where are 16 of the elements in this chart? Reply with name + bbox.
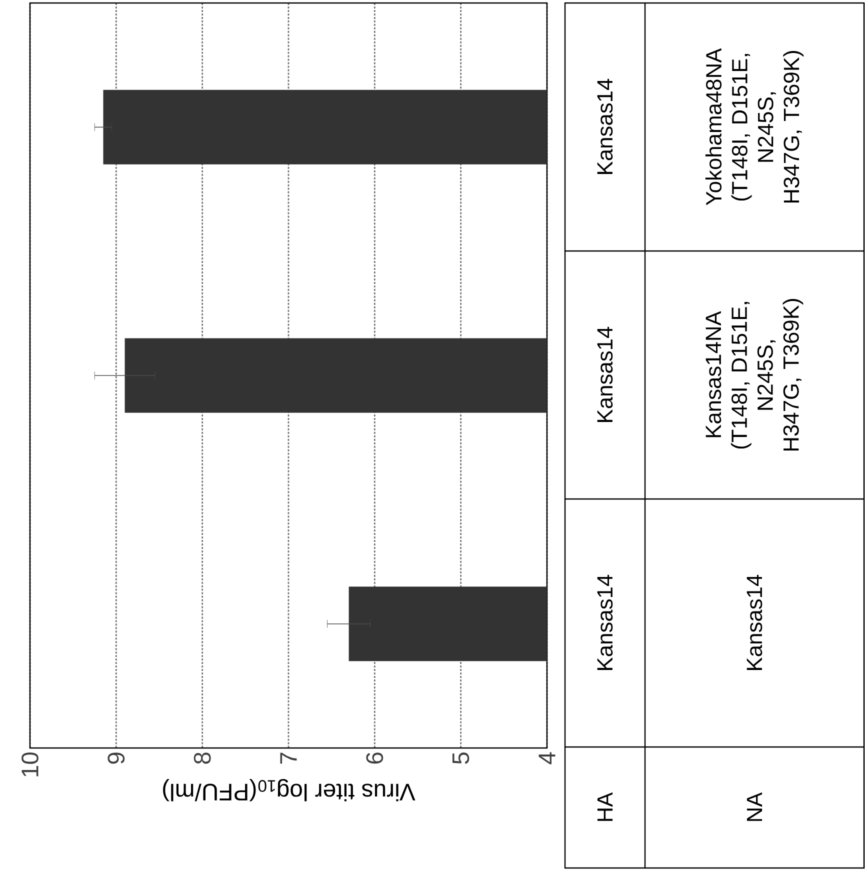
text: NA <box>746 792 762 821</box>
x-tick-label: 8 <box>194 752 211 764</box>
text: Kansas14 <box>597 326 613 422</box>
text: Kansas14 <box>597 574 613 670</box>
x-tick-label: 5 <box>452 752 470 764</box>
x-tick-label: 9 <box>108 752 125 764</box>
x-tick-label: 7 <box>280 752 297 764</box>
x-axis-title: Virus titer log$_{10}$(PFU/ml) <box>163 778 416 802</box>
text: Kansas14 <box>746 574 762 670</box>
text: Kansas14NA (T148I, D151E, N245S, H347G, T369K) <box>706 299 804 451</box>
x-tick-label: 6 <box>366 752 384 764</box>
text: Kansas14 <box>597 78 613 174</box>
text: Yokohama48NA (T148I, D151E, N245S, H347G, T369K) <box>705 48 804 206</box>
x-tick-label: 10 <box>22 752 38 776</box>
text: HA <box>597 792 613 821</box>
x-tick-label: 4 <box>538 752 556 764</box>
